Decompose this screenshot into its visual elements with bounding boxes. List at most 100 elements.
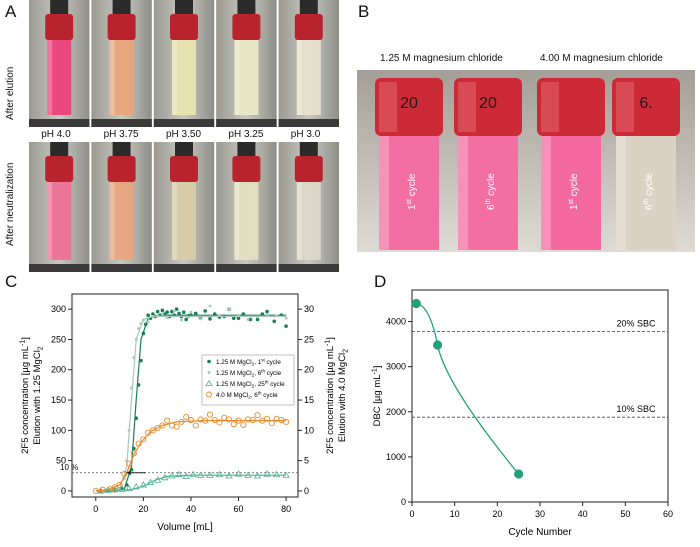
y-axis-sublabel: Elution with 1.25 MgCl2 — [32, 346, 45, 445]
column-4: 6. 6th cycle — [612, 78, 680, 250]
data-point — [155, 309, 160, 314]
data-point — [154, 424, 161, 431]
tube-glare — [47, 182, 53, 260]
y-right-tick-label: 10 — [304, 425, 314, 435]
data-point — [139, 322, 143, 326]
data-point — [225, 471, 233, 479]
data-point — [234, 470, 243, 477]
data-point — [151, 314, 155, 318]
data-point — [168, 471, 176, 479]
data-point — [211, 416, 218, 424]
legend-box — [201, 354, 295, 406]
data-point — [225, 416, 233, 423]
cap-handwriting: 6. — [639, 95, 652, 112]
dbc-chart: 0 10 20 30 40 50 60 0 1000 2000 3000 4000 20% SBC 10%… — [372, 289, 673, 538]
photo-floor — [153, 119, 215, 127]
data-point — [236, 316, 241, 321]
tube-glare — [172, 182, 177, 260]
data-point — [411, 298, 421, 309]
y-right-tick-label: 30 — [304, 304, 314, 314]
tube-glare — [296, 182, 302, 260]
data-point — [202, 417, 209, 424]
panel-letter-b: B — [358, 2, 370, 21]
tube-cap — [107, 14, 136, 40]
data-point — [124, 483, 129, 487]
data-point — [249, 416, 256, 424]
photo-floor — [278, 119, 339, 127]
data-point — [256, 315, 260, 319]
data-point — [246, 317, 250, 321]
cap-highlight — [541, 82, 559, 132]
column-2: 20 6th cycle — [454, 78, 522, 250]
data-point — [230, 421, 237, 428]
data-point — [177, 311, 181, 316]
data-point — [141, 331, 146, 336]
x-tick-label: 30 — [535, 509, 545, 519]
data-point — [125, 484, 133, 492]
plot-frame — [71, 293, 299, 498]
data-point — [240, 421, 247, 428]
tube-connector — [50, 0, 69, 16]
tube-cap — [232, 14, 261, 40]
y-axis-label: 2F5 concentration [µg mL-1] — [325, 337, 337, 454]
ph-label: pH 3.0 — [290, 129, 321, 140]
y-axis-label: DBC [µg mL-1] — [372, 366, 384, 427]
y-tick-label: 300 — [51, 304, 66, 314]
neutralization-tube-2 — [91, 142, 152, 272]
y-tick-label: 1000 — [386, 452, 406, 462]
tube-connector — [112, 142, 131, 158]
data-point — [208, 304, 212, 308]
data-point — [161, 473, 169, 481]
data-point — [212, 312, 217, 316]
legend-entry: 1.25 M MgCl2, 25th cycle — [216, 380, 285, 389]
tube-body — [172, 40, 196, 115]
data-point — [272, 470, 281, 478]
neutralization-tube-1 — [29, 142, 90, 272]
data-point — [92, 487, 99, 494]
data-point — [182, 472, 190, 479]
data-point — [265, 309, 269, 314]
column-1: 20 1st cycle — [375, 78, 443, 250]
y-right-tick-label: 20 — [304, 365, 314, 375]
y-tick-label: 2000 — [386, 407, 406, 417]
tube-body — [109, 182, 134, 260]
tube-cap — [45, 14, 74, 40]
elution-tube-5 — [278, 0, 339, 127]
data-point — [253, 471, 262, 479]
data-point — [127, 428, 131, 432]
data-point — [182, 310, 186, 314]
tube-cap — [232, 156, 261, 182]
reference-label: 10% SBC — [616, 404, 656, 414]
fit-line-series-2 — [95, 315, 287, 492]
y-tick-label: 50 — [56, 456, 66, 466]
x-axis-label: Volume [mL] — [157, 522, 213, 533]
photo-floor — [153, 264, 215, 272]
tube-glare — [47, 40, 53, 115]
legend: 1.25 M MgCl2, 1st cycle 1.25 M MgCl2, 6th… — [201, 354, 295, 406]
y-tick-label: 150 — [51, 395, 66, 405]
data-point — [193, 311, 198, 316]
data-point — [244, 471, 252, 478]
y-tick-label: 3000 — [386, 362, 406, 372]
tube-cap — [294, 14, 323, 40]
photo-floor — [91, 264, 152, 272]
data-point — [231, 316, 236, 321]
fit-curve — [416, 302, 520, 475]
data-point — [170, 309, 174, 314]
data-point — [189, 310, 193, 314]
x-tick-label: 10 — [450, 509, 460, 519]
tube-connector — [175, 0, 193, 16]
y-tick-label: 0 — [61, 486, 66, 496]
data-point — [139, 358, 143, 363]
data-point — [134, 416, 139, 421]
tube-glare — [296, 40, 302, 115]
y-right-tick-label: 5 — [304, 456, 309, 466]
ph-label: pH 3.25 — [228, 129, 264, 140]
data-point — [160, 308, 165, 313]
cap-highlight — [458, 82, 476, 132]
row-label-after-neutralization: After neutralization — [5, 162, 16, 246]
panel-b-photo: 20 1st cycle 20 6th cycle 1st cycle 6. 6th cyc… — [357, 70, 695, 252]
column-photo: 20 1st cycle 20 6th cycle 1st cycle 6. 6th cyc… — [357, 70, 695, 252]
data-point — [203, 309, 208, 313]
data-point — [198, 317, 202, 321]
